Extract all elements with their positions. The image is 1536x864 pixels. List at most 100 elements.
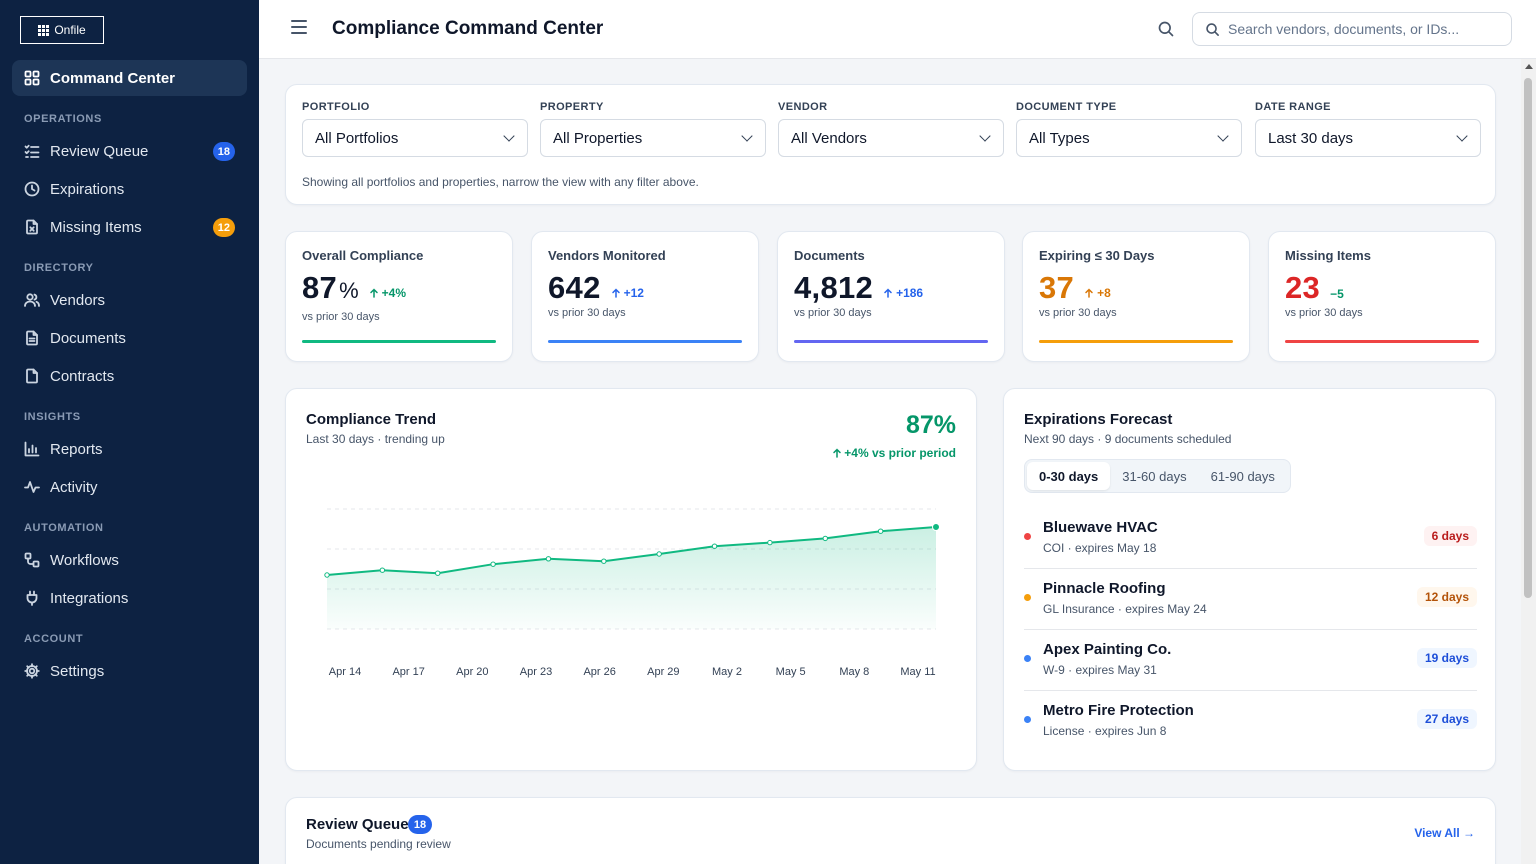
sidebar-item-label: Settings xyxy=(50,662,105,680)
document-detail: W-9 · expires May 31 xyxy=(1043,663,1157,677)
x-axis-tick-label: Apr 23 xyxy=(519,666,553,678)
kpi-sub: vs prior 30 days xyxy=(302,311,380,323)
forecast-item[interactable]: Metro Fire Protection License · expires … xyxy=(1024,691,1477,752)
kpi-accent-bar xyxy=(1039,340,1233,343)
sidebar-item-label: Review Queue xyxy=(50,142,149,160)
forecast-item[interactable]: Apex Painting Co. W-9 · expires May 31 1… xyxy=(1024,630,1477,691)
sidebar-item-settings[interactable]: Settings xyxy=(12,653,247,689)
days-badge: 6 days xyxy=(1423,526,1477,546)
sidebar-item-vendors[interactable]: Vendors xyxy=(12,282,247,318)
kpi-value-row: 642 +12 xyxy=(548,270,644,306)
forecast-item[interactable]: Pinnacle Roofing GL Insurance · expires … xyxy=(1024,569,1477,630)
view-all-link[interactable]: View All → xyxy=(1414,826,1475,840)
trend-point xyxy=(767,539,773,546)
kpi-overall-compliance[interactable]: Overall Compliance 87 % +4% vs prior 30 … xyxy=(285,231,513,362)
sidebar-item-label: Vendors xyxy=(50,291,106,309)
section-operations: OPERATIONS xyxy=(24,113,102,125)
date-range-select[interactable]: Last 30 days xyxy=(1255,119,1481,157)
document-detail: GL Insurance · expires May 24 xyxy=(1043,602,1207,616)
search-icon xyxy=(1206,22,1219,36)
kpi-unit: % xyxy=(339,278,359,303)
checklist-icon xyxy=(24,144,40,158)
sidebar-item-expirations[interactable]: Expirations xyxy=(12,171,247,207)
filter-label: DATE RANGE xyxy=(1255,101,1331,113)
forecast-item[interactable]: Bluewave HVAC COI · expires May 18 6 day… xyxy=(1024,508,1477,569)
kpi-label: Overall Compliance xyxy=(302,248,424,263)
x-axis-tick-label: Apr 14 xyxy=(328,666,362,678)
sidebar-item-contracts[interactable]: Contracts xyxy=(12,358,247,394)
x-axis-tick-label: Apr 20 xyxy=(456,666,489,678)
sidebar-item-reports[interactable]: Reports xyxy=(12,431,247,467)
sidebar-item-review-queue[interactable]: Review Queue 18 xyxy=(12,133,247,169)
sidebar-item-missing-items[interactable]: Missing Items 12 xyxy=(12,209,247,245)
scroll-thumb[interactable] xyxy=(1524,78,1532,598)
kpi-value-row: 23 −5 xyxy=(1285,270,1344,306)
vendor-select[interactable]: All Vendors xyxy=(778,119,1004,157)
chevron-down-icon xyxy=(979,130,991,142)
workflow-icon xyxy=(24,552,40,568)
x-axis-tick-label: May 5 xyxy=(775,666,806,678)
sidebar-item-label: Contracts xyxy=(50,367,115,385)
forecast-tabs: 0-30 days 31-60 days 61-90 days xyxy=(1024,459,1291,493)
document-detail: COI · expires May 18 xyxy=(1043,541,1157,555)
scroll-up-arrow-icon[interactable] xyxy=(1525,64,1533,69)
file-icon xyxy=(26,368,38,384)
property-select[interactable]: All Properties xyxy=(540,119,766,157)
search-box[interactable] xyxy=(1192,12,1512,46)
select-value: Last 30 days xyxy=(1268,129,1354,147)
vendor-name: Pinnacle Roofing xyxy=(1043,580,1166,597)
filter-label: PROPERTY xyxy=(540,101,604,113)
sidebar-item-label: Workflows xyxy=(50,551,119,569)
card-subtitle: Documents pending review xyxy=(306,837,451,851)
compliance-trend-chart xyxy=(324,508,940,630)
vendor-name: Apex Painting Co. xyxy=(1043,641,1172,658)
sidebar-item-command-center[interactable]: Command Center xyxy=(12,60,247,96)
kpi-expiring[interactable]: Expiring ≤ 30 Days 37 +8 vs prior 30 day… xyxy=(1022,231,1250,362)
kpi-missing-items[interactable]: Missing Items 23 −5 vs prior 30 days xyxy=(1268,231,1496,362)
kpi-value-row: 87 % +4% xyxy=(302,270,406,306)
file-x-icon xyxy=(26,219,38,235)
portfolio-select[interactable]: All Portfolios xyxy=(302,119,528,157)
filter-vendor: VENDOR All Vendors xyxy=(778,101,1004,157)
kpi-sub: vs prior 30 days xyxy=(1285,307,1363,319)
status-dot xyxy=(1024,655,1031,662)
kpi-accent-bar xyxy=(794,340,988,343)
trend-point xyxy=(435,570,441,576)
sidebar-item-documents[interactable]: Documents xyxy=(12,320,247,356)
kpi-value-row: 37 +8 xyxy=(1039,270,1111,306)
vendor-name: Bluewave HVAC xyxy=(1043,519,1158,536)
page-scrollbar[interactable] xyxy=(1521,59,1536,864)
x-axis-tick-label: Apr 26 xyxy=(583,666,616,678)
tab-0-30-days[interactable]: 0-30 days xyxy=(1027,462,1111,490)
filter-portfolio: PORTFOLIO All Portfolios xyxy=(302,101,528,157)
arrow-up-icon xyxy=(1085,288,1093,298)
days-badge: 27 days xyxy=(1416,709,1477,729)
sidebar-item-label: Reports xyxy=(50,440,103,458)
arrow-up-icon xyxy=(369,288,378,298)
kpi-documents[interactable]: Documents 4,812 +186 vs prior 30 days xyxy=(777,231,1005,362)
card-subtitle: Last 30 days · trending up xyxy=(306,432,445,446)
tab-61-90-days[interactable]: 61-90 days xyxy=(1210,468,1275,484)
chevron-down-icon xyxy=(503,130,515,142)
trend-delta-text: +4% vs prior period xyxy=(844,446,956,460)
sidebar-item-integrations[interactable]: Integrations xyxy=(12,580,247,616)
activity-pulse-icon xyxy=(24,481,40,493)
trend-point xyxy=(490,561,496,567)
search-input[interactable] xyxy=(1228,21,1488,37)
hamburger-menu-icon[interactable] xyxy=(291,20,307,36)
sidebar-item-workflows[interactable]: Workflows xyxy=(12,542,247,578)
sidebar-item-activity[interactable]: Activity xyxy=(12,469,247,505)
review-queue-count-badge: 18 xyxy=(408,815,432,834)
search-icon[interactable] xyxy=(1157,20,1175,38)
arrow-up-icon xyxy=(611,288,620,298)
kpi-vendors-monitored[interactable]: Vendors Monitored 642 +12 vs prior 30 da… xyxy=(531,231,759,362)
card-title: Expirations Forecast xyxy=(1024,411,1173,428)
x-axis-tick-label: May 11 xyxy=(900,666,936,678)
kpi-delta-text: +8 xyxy=(1097,286,1111,300)
vendor-name: Metro Fire Protection xyxy=(1043,702,1194,719)
tab-31-60-days[interactable]: 31-60 days xyxy=(1122,468,1187,484)
document-type-select[interactable]: All Types xyxy=(1016,119,1242,157)
days-badge: 12 days xyxy=(1416,587,1477,607)
logo[interactable]: Onfile xyxy=(20,16,104,44)
kpi-delta: +186 xyxy=(883,286,923,300)
